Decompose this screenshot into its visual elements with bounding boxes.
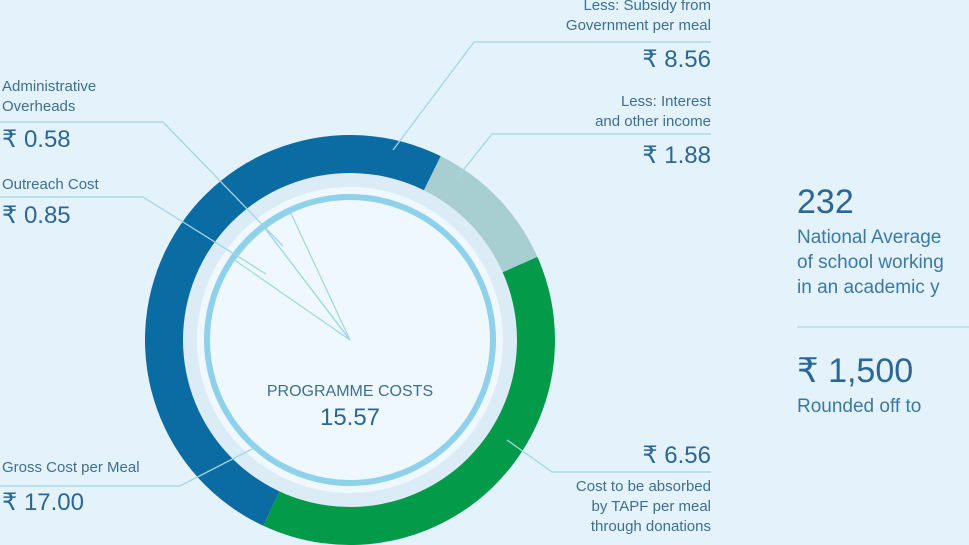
stat-value: 232 bbox=[797, 183, 854, 221]
leader-line bbox=[456, 133, 711, 179]
stat-value: ₹ 1,500 bbox=[797, 352, 914, 390]
donut-segment bbox=[144, 134, 441, 526]
leader-line bbox=[0, 121, 284, 247]
segment-value: ₹ 1.88 bbox=[642, 142, 711, 169]
leader-lines bbox=[0, 41, 711, 487]
leader-line bbox=[506, 439, 711, 473]
total-label: Gross Cost per Meal bbox=[2, 459, 140, 476]
center-label: PROGRAMME COSTS bbox=[266, 383, 434, 400]
cost-wedge bbox=[234, 227, 351, 341]
donut-segment bbox=[423, 156, 538, 273]
segment-value: ₹ 6.56 bbox=[642, 442, 711, 469]
center-value: 15.57 bbox=[319, 404, 381, 431]
segment-value: ₹ 8.56 bbox=[642, 46, 711, 73]
rings bbox=[144, 134, 556, 545]
leader-line bbox=[0, 446, 257, 487]
leader-line bbox=[0, 196, 267, 275]
stat-text: Rounded off to bbox=[797, 396, 922, 417]
programme-cost-ring bbox=[204, 194, 496, 486]
segment-label: Less: Subsidy from Government per meal bbox=[565, 0, 711, 34]
total-value: ₹ 17.00 bbox=[2, 489, 84, 516]
cost-label: Outreach Cost bbox=[2, 176, 99, 193]
donut-segment bbox=[263, 256, 556, 545]
cost-label: Administrative Overheads bbox=[2, 78, 97, 115]
stat-text: National Average of school working in an… bbox=[797, 227, 944, 298]
segment-label: Less: Interest and other income bbox=[595, 93, 711, 130]
cost-value: ₹ 0.85 bbox=[2, 202, 71, 229]
cost-value: ₹ 0.58 bbox=[2, 126, 71, 153]
segment-label: Cost to be absorbed by TAPF per meal thr… bbox=[575, 478, 711, 535]
leader-line bbox=[392, 41, 711, 151]
